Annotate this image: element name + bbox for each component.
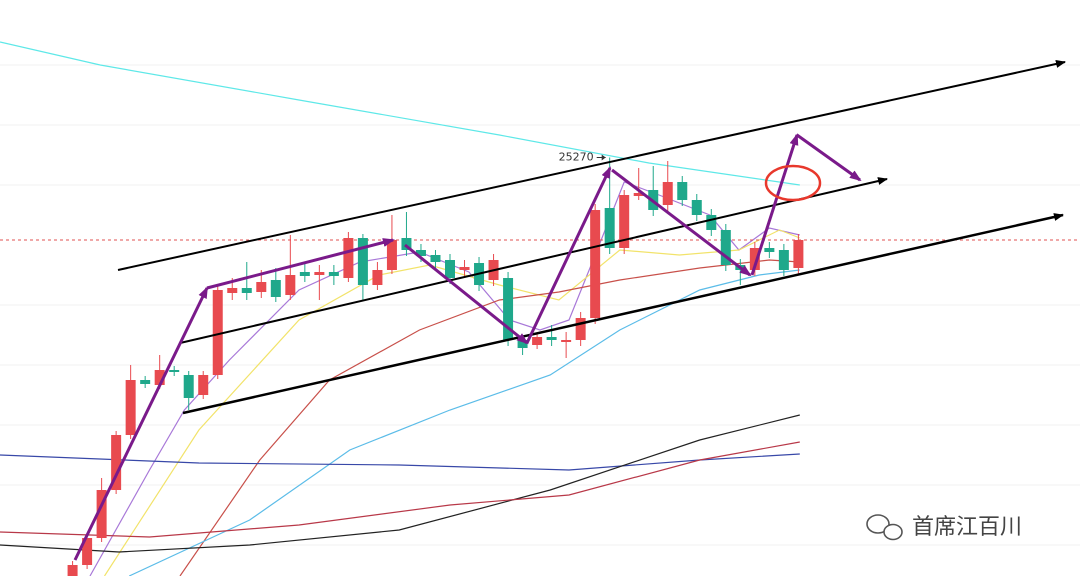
candle-body bbox=[401, 238, 412, 250]
candle-body bbox=[720, 230, 731, 265]
candle-body bbox=[662, 182, 673, 205]
moving-average bbox=[103, 229, 801, 576]
moving-average bbox=[0, 453, 800, 471]
moving-average bbox=[0, 414, 800, 553]
candle-body bbox=[82, 538, 93, 565]
candle-body bbox=[459, 267, 470, 270]
wechat-icon bbox=[866, 514, 903, 541]
candle-body bbox=[590, 210, 601, 318]
candle-body bbox=[619, 195, 630, 248]
candle-body bbox=[793, 240, 804, 268]
candle-body bbox=[343, 238, 354, 278]
moving-average bbox=[89, 181, 800, 576]
candle-body bbox=[212, 290, 223, 375]
moving-average bbox=[0, 41, 800, 186]
candle-body bbox=[111, 435, 122, 490]
candle-body bbox=[169, 370, 180, 372]
candle-body bbox=[691, 200, 702, 215]
candle-body bbox=[299, 272, 310, 276]
high-pointer-head bbox=[601, 154, 606, 161]
candle-body bbox=[227, 288, 238, 293]
candle-body bbox=[140, 380, 151, 384]
candle-body bbox=[561, 340, 572, 342]
candle-body bbox=[125, 380, 136, 435]
candle-body bbox=[357, 238, 368, 285]
candle-body bbox=[386, 240, 397, 270]
candle-body bbox=[532, 337, 543, 345]
watermark: 首席江百川 bbox=[912, 515, 1022, 540]
candle-body bbox=[154, 370, 165, 385]
wave-arrows bbox=[73, 133, 862, 561]
candle-body bbox=[67, 565, 78, 576]
candle-body bbox=[314, 272, 325, 275]
moving-average bbox=[0, 441, 800, 538]
candle-body bbox=[706, 215, 717, 230]
candle-body bbox=[183, 375, 194, 398]
candle-body bbox=[328, 272, 339, 276]
candle-body bbox=[285, 275, 296, 295]
candle-body bbox=[677, 182, 688, 200]
trend-lines bbox=[117, 60, 1066, 415]
candle-body bbox=[546, 337, 557, 340]
plot: 25270 bbox=[0, 41, 1080, 576]
highlight-circle bbox=[764, 164, 822, 202]
candle-body bbox=[503, 278, 514, 340]
grid bbox=[0, 64, 1080, 546]
candle-body bbox=[270, 280, 281, 297]
candle-body bbox=[778, 250, 789, 270]
candle-body bbox=[430, 255, 441, 262]
candle-body bbox=[633, 193, 644, 196]
candle-body bbox=[198, 375, 209, 395]
candle-body bbox=[575, 318, 586, 340]
candle-body bbox=[372, 270, 383, 285]
candle-body bbox=[604, 208, 615, 248]
moving-average bbox=[128, 269, 800, 576]
candle-body bbox=[764, 248, 775, 252]
candle-body bbox=[445, 260, 455, 278]
high-label: 25270 bbox=[559, 151, 594, 164]
candle-body bbox=[749, 248, 760, 270]
candle-body bbox=[256, 282, 267, 292]
moving-average bbox=[179, 259, 800, 576]
candle-body bbox=[241, 288, 252, 293]
candle-body bbox=[96, 490, 107, 538]
candle-body bbox=[415, 250, 426, 256]
